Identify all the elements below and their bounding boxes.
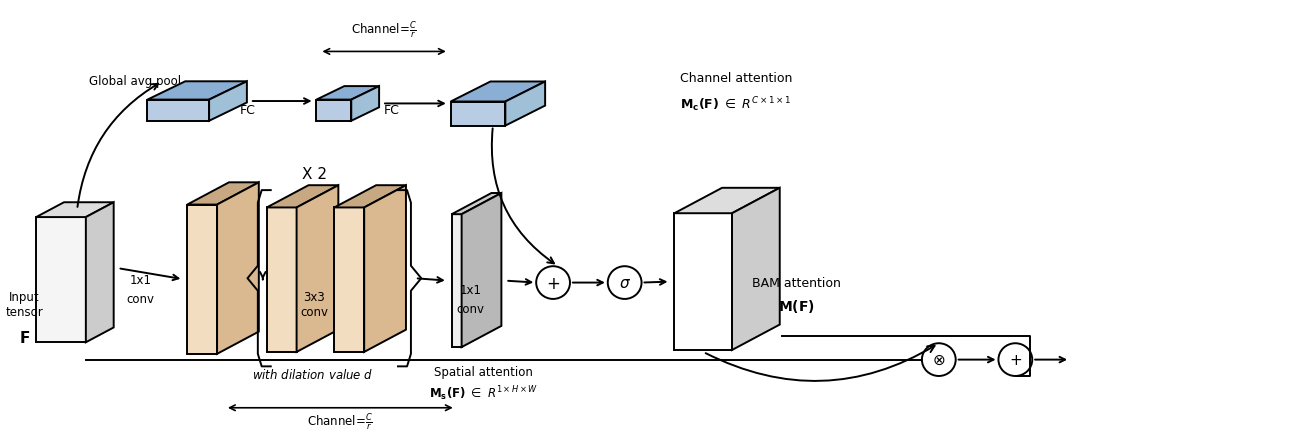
- Polygon shape: [210, 82, 246, 122]
- Text: Spatial attention: Spatial attention: [434, 365, 533, 378]
- Text: X 2: X 2: [303, 167, 328, 182]
- Text: 3x3
conv: 3x3 conv: [300, 290, 329, 318]
- Polygon shape: [296, 186, 338, 352]
- Text: Channel attention: Channel attention: [680, 72, 793, 85]
- Text: +: +: [546, 274, 559, 292]
- Polygon shape: [317, 100, 351, 122]
- Text: conv: conv: [127, 293, 155, 306]
- Polygon shape: [37, 203, 114, 217]
- Text: FC: FC: [384, 103, 400, 116]
- Text: Global avg pool: Global avg pool: [89, 75, 182, 88]
- Text: Channel=$\frac{C}{r}$: Channel=$\frac{C}{r}$: [351, 19, 417, 40]
- Polygon shape: [364, 186, 406, 352]
- Polygon shape: [451, 82, 545, 102]
- Text: +: +: [1009, 352, 1022, 367]
- Polygon shape: [675, 214, 732, 350]
- Polygon shape: [452, 194, 502, 215]
- Polygon shape: [37, 217, 86, 342]
- Text: $\mathbf{M(F)}$: $\mathbf{M(F)}$: [778, 297, 815, 315]
- Text: $\otimes$: $\otimes$: [933, 352, 946, 367]
- Polygon shape: [267, 208, 296, 352]
- Text: FC: FC: [240, 103, 255, 116]
- Polygon shape: [351, 87, 379, 122]
- FancyArrowPatch shape: [491, 129, 554, 264]
- Polygon shape: [675, 188, 779, 214]
- Polygon shape: [187, 183, 259, 205]
- Polygon shape: [461, 194, 502, 347]
- Polygon shape: [452, 215, 461, 347]
- Polygon shape: [187, 205, 217, 354]
- Text: $\sigma$: $\sigma$: [618, 276, 630, 290]
- Polygon shape: [334, 208, 364, 352]
- Text: $\mathbf{M_s(F)}$ $\in$ $R^{1\times H\times W}$: $\mathbf{M_s(F)}$ $\in$ $R^{1\times H\ti…: [428, 383, 538, 402]
- Text: Input
tensor: Input tensor: [5, 290, 43, 318]
- Polygon shape: [451, 102, 506, 126]
- Polygon shape: [148, 100, 210, 122]
- Text: 1x1: 1x1: [130, 273, 152, 286]
- Text: 1x1: 1x1: [460, 283, 482, 296]
- Text: BAM attention: BAM attention: [752, 276, 841, 289]
- Text: $\mathbf{F}$: $\mathbf{F}$: [18, 330, 30, 345]
- Polygon shape: [334, 186, 406, 208]
- Text: $\mathbf{M_c(F)}$ $\in$ $R^{C\times1\times1}$: $\mathbf{M_c(F)}$ $\in$ $R^{C\times1\tim…: [680, 95, 791, 114]
- Text: Channel=$\frac{C}{r}$: Channel=$\frac{C}{r}$: [308, 410, 373, 431]
- FancyArrowPatch shape: [77, 85, 159, 207]
- Polygon shape: [732, 188, 779, 350]
- Polygon shape: [217, 183, 259, 354]
- Polygon shape: [86, 203, 114, 342]
- Polygon shape: [267, 186, 338, 208]
- Text: conv: conv: [457, 302, 485, 316]
- Text: with dilation value $d$: with dilation value $d$: [252, 367, 373, 381]
- Polygon shape: [148, 82, 246, 100]
- Polygon shape: [317, 87, 379, 100]
- FancyArrowPatch shape: [706, 346, 934, 381]
- Polygon shape: [506, 82, 545, 126]
